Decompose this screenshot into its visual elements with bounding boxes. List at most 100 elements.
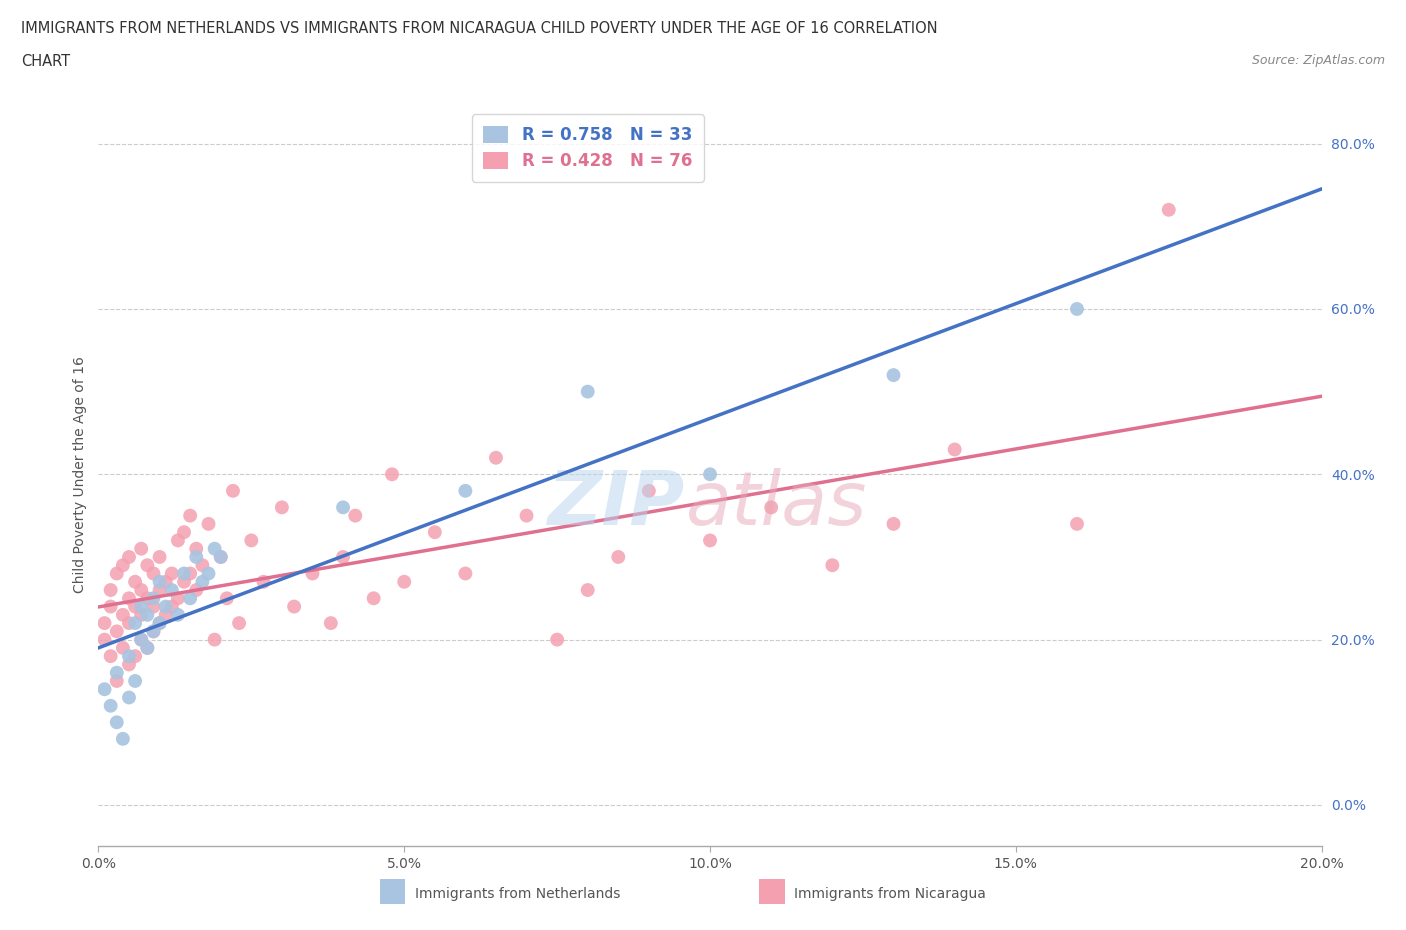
Text: IMMIGRANTS FROM NETHERLANDS VS IMMIGRANTS FROM NICARAGUA CHILD POVERTY UNDER THE: IMMIGRANTS FROM NETHERLANDS VS IMMIGRANT… <box>21 21 938 36</box>
Point <box>111 558 134 573</box>
Point <box>943 442 966 457</box>
Point <box>129 582 152 597</box>
Point <box>111 641 134 656</box>
Point <box>179 566 201 581</box>
Point <box>381 467 404 482</box>
Point <box>111 731 134 746</box>
Point <box>142 599 165 614</box>
Point <box>136 591 159 605</box>
Point <box>149 575 172 590</box>
Point <box>215 591 238 605</box>
Text: Immigrants from Netherlands: Immigrants from Netherlands <box>415 887 620 901</box>
Point <box>124 649 146 664</box>
Point <box>129 541 152 556</box>
Y-axis label: Child Poverty Under the Age of 16: Child Poverty Under the Age of 16 <box>73 356 87 592</box>
Point <box>142 624 165 639</box>
Point <box>173 575 195 590</box>
Point <box>283 599 305 614</box>
Point <box>204 632 226 647</box>
Point <box>124 616 146 631</box>
Point <box>142 566 165 581</box>
Point <box>100 582 122 597</box>
Point <box>179 591 201 605</box>
Point <box>423 525 446 539</box>
Point <box>155 607 177 622</box>
Point <box>111 607 134 622</box>
Point <box>1066 301 1088 316</box>
Point <box>149 616 172 631</box>
Point <box>167 591 190 605</box>
Point <box>100 599 122 614</box>
Point <box>136 607 159 622</box>
Point <box>1157 203 1180 218</box>
Point <box>129 632 152 647</box>
Point <box>155 599 177 614</box>
Point <box>546 632 568 647</box>
Point <box>759 500 782 515</box>
Text: Source: ZipAtlas.com: Source: ZipAtlas.com <box>1251 54 1385 67</box>
Point <box>149 582 172 597</box>
Point <box>136 641 159 656</box>
Text: atlas: atlas <box>686 468 868 540</box>
Point <box>173 566 195 581</box>
Point <box>607 550 630 565</box>
Point <box>883 367 905 382</box>
Point <box>105 566 128 581</box>
Point <box>332 500 354 515</box>
Point <box>173 525 195 539</box>
Point <box>105 665 128 680</box>
Point <box>118 616 141 631</box>
Point <box>118 550 141 565</box>
Text: Immigrants from Nicaragua: Immigrants from Nicaragua <box>794 887 986 901</box>
Point <box>160 566 183 581</box>
Point <box>186 550 208 565</box>
Point <box>93 682 115 697</box>
Point <box>136 558 159 573</box>
Point <box>142 591 165 605</box>
Point <box>149 616 172 631</box>
Point <box>129 599 152 614</box>
Point <box>344 508 367 523</box>
Point <box>228 616 250 631</box>
Point <box>155 575 177 590</box>
Point <box>191 575 214 590</box>
Point <box>167 607 190 622</box>
Point <box>699 467 721 482</box>
Point <box>186 582 208 597</box>
Point <box>118 649 141 664</box>
Point <box>105 715 128 730</box>
Point <box>209 550 232 565</box>
Point <box>222 484 245 498</box>
Point <box>160 582 183 597</box>
Point <box>149 550 172 565</box>
Point <box>576 582 599 597</box>
Point <box>699 533 721 548</box>
Point <box>204 541 226 556</box>
Point <box>197 566 219 581</box>
Text: CHART: CHART <box>21 54 70 69</box>
Point <box>209 550 232 565</box>
Point <box>160 599 183 614</box>
Legend: R = 0.758   N = 33, R = 0.428   N = 76: R = 0.758 N = 33, R = 0.428 N = 76 <box>471 114 704 181</box>
Point <box>118 591 141 605</box>
Point <box>270 500 292 515</box>
Point <box>118 690 141 705</box>
Point <box>454 484 477 498</box>
Point <box>105 673 128 688</box>
Point <box>118 657 141 671</box>
Point <box>93 616 115 631</box>
Point <box>129 632 152 647</box>
Point <box>1066 516 1088 531</box>
Point <box>167 533 190 548</box>
Point <box>301 566 323 581</box>
Point <box>191 558 214 573</box>
Text: ZIP: ZIP <box>548 468 686 540</box>
Point <box>883 516 905 531</box>
Point <box>197 516 219 531</box>
Point <box>124 575 146 590</box>
Point <box>576 384 599 399</box>
Point <box>392 575 416 590</box>
Point <box>252 575 274 590</box>
Point <box>319 616 342 631</box>
Point <box>93 632 115 647</box>
